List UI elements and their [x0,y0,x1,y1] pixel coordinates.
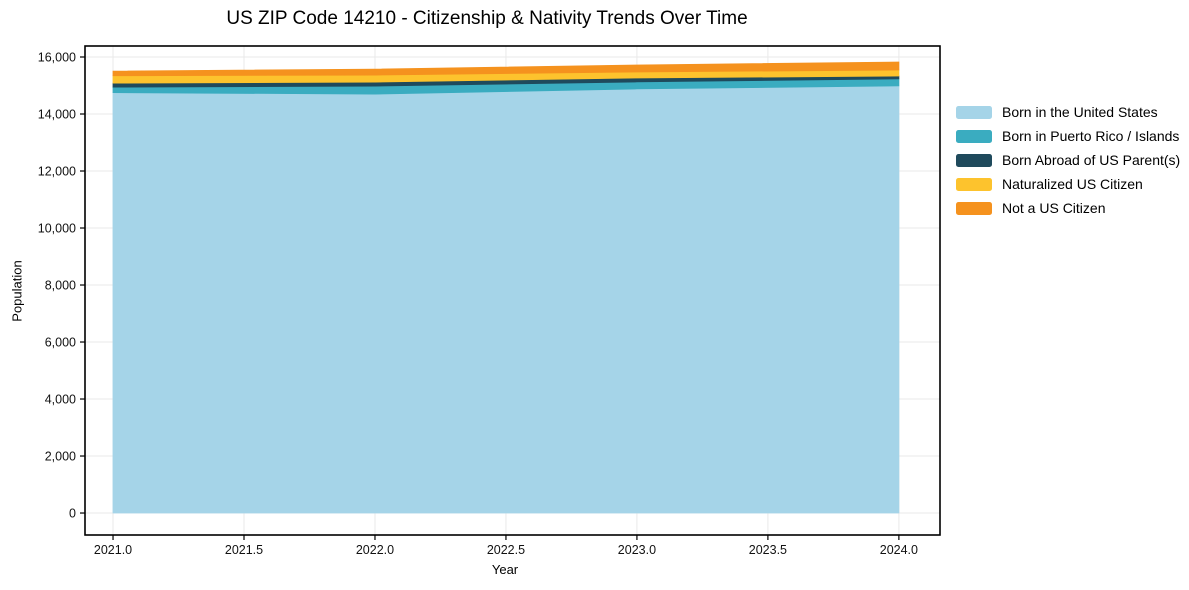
legend-label: Born in the United States [1002,104,1158,120]
y-tick-label: 0 [69,507,76,521]
x-tick-label: 2021.0 [94,543,132,557]
legend: Born in the United States Born in Puerto … [956,104,1181,225]
area-series [112,85,900,514]
legend-swatch [956,105,992,119]
area-series [112,61,900,77]
chart-title: US ZIP Code 14210 - Citizenship & Nativi… [226,8,748,29]
legend-swatch [956,153,992,167]
y-tick-label: 4,000 [45,393,76,407]
x-tick-label: 2023.0 [618,543,656,557]
x-tick-label: 2022.5 [487,543,525,557]
y-tick-label: 10,000 [38,222,76,236]
y-tick-label: 8,000 [45,279,76,293]
legend-item: Born in the United States [956,104,1180,120]
x-tick-label: 2021.5 [225,543,263,557]
x-axis-label: Year [491,562,519,577]
x-tick-label: 2023.5 [749,543,787,557]
y-tick-label: 2,000 [45,450,76,464]
y-axis-label: Population [9,260,25,322]
plot-border [84,45,941,536]
legend-item: Born Abroad of US Parent(s) [956,152,1181,168]
y-tick-label: 12,000 [38,165,76,179]
legend-label: Born Abroad of US Parent(s) [1002,152,1181,168]
y-tick-label: 6,000 [45,336,76,350]
legend-label: Not a US Citizen [1002,200,1106,216]
legend-item: Not a US Citizen [956,200,1180,216]
legend-label: Naturalized US Citizen [1002,176,1143,192]
y-tick-label: 16,000 [38,51,76,65]
legend-swatch [956,177,992,191]
legend-swatch [956,129,992,143]
x-tick-label: 2022.0 [356,543,394,557]
legend-item: Born in Puerto Rico / Islands [956,128,1180,144]
legend-label: Born in Puerto Rico / Islands [1002,128,1180,144]
legend-swatch [956,201,992,215]
y-tick-label: 14,000 [38,108,76,122]
legend-item: Naturalized US Citizen [956,176,1180,192]
x-tick-label: 2024.0 [880,543,918,557]
